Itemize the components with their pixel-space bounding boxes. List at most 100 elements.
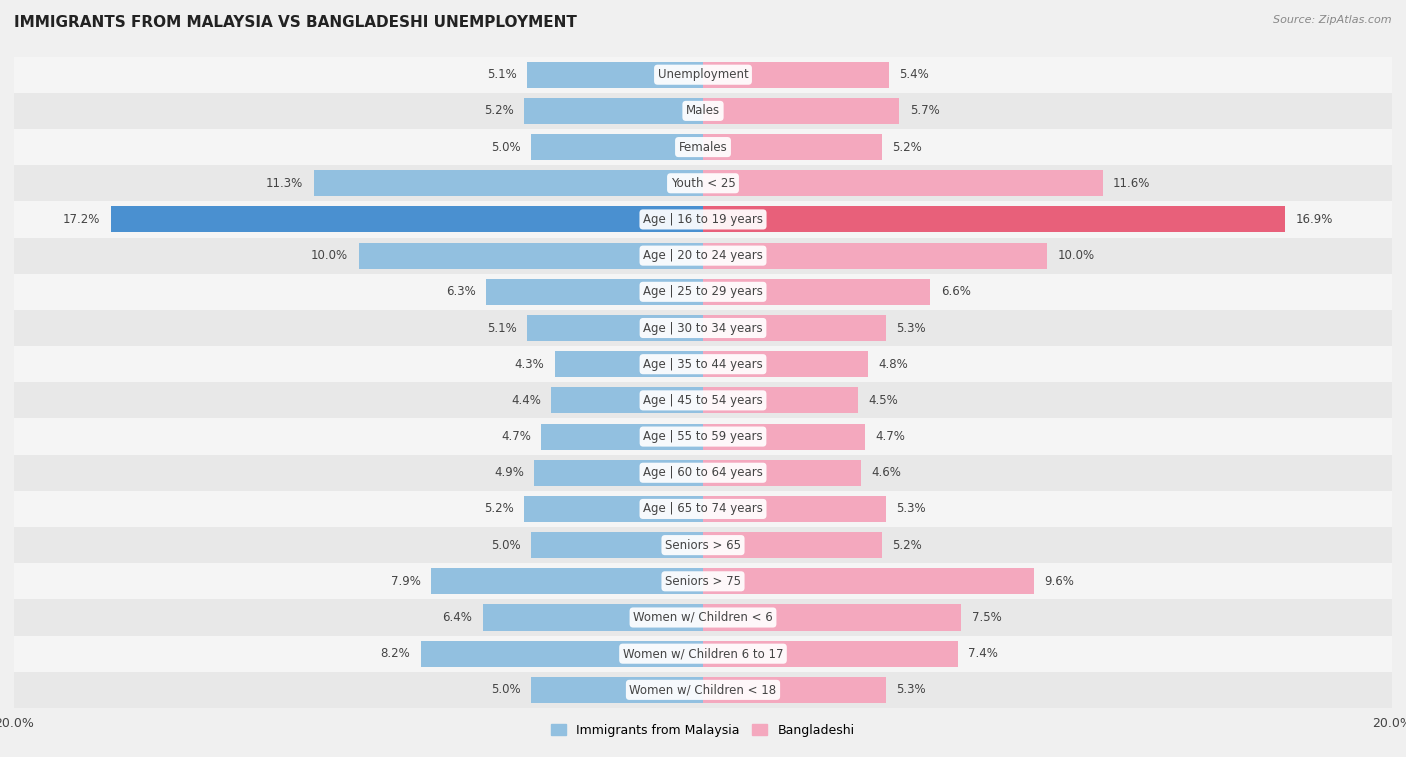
Bar [703,315,886,341]
Text: 5.2%: 5.2% [484,503,513,516]
Text: 4.8%: 4.8% [879,358,908,371]
Text: Age | 25 to 29 years: Age | 25 to 29 years [643,285,763,298]
Text: 5.0%: 5.0% [491,141,520,154]
Text: Females: Females [679,141,727,154]
Text: 4.3%: 4.3% [515,358,544,371]
Text: Age | 35 to 44 years: Age | 35 to 44 years [643,358,763,371]
Bar [555,351,703,377]
Text: 7.5%: 7.5% [972,611,1001,624]
Bar [703,496,886,522]
Bar [703,388,858,413]
Text: Unemployment: Unemployment [658,68,748,81]
Text: Age | 16 to 19 years: Age | 16 to 19 years [643,213,763,226]
Text: 4.7%: 4.7% [501,430,531,443]
Bar [703,98,900,124]
Bar [524,496,703,522]
Bar [531,134,703,160]
Text: 5.3%: 5.3% [896,684,925,696]
Text: 16.9%: 16.9% [1295,213,1333,226]
Text: Women w/ Children < 18: Women w/ Children < 18 [630,684,776,696]
Text: 10.0%: 10.0% [311,249,349,262]
Bar [14,636,1392,671]
Text: 9.6%: 9.6% [1045,575,1074,587]
Text: 4.9%: 4.9% [494,466,524,479]
Bar [703,170,1102,196]
Text: 6.6%: 6.6% [941,285,970,298]
Text: 11.3%: 11.3% [266,177,304,190]
Bar [14,165,1392,201]
Bar [703,569,1033,594]
Bar [703,351,869,377]
Bar [314,170,703,196]
Text: 4.4%: 4.4% [512,394,541,407]
Bar [111,207,703,232]
Bar [527,61,703,88]
Text: Source: ZipAtlas.com: Source: ZipAtlas.com [1274,15,1392,25]
Bar [541,423,703,450]
Text: 5.1%: 5.1% [488,322,517,335]
Bar [14,382,1392,419]
Text: 5.3%: 5.3% [896,503,925,516]
Text: 11.6%: 11.6% [1114,177,1150,190]
Bar [703,677,886,703]
Text: 10.0%: 10.0% [1057,249,1095,262]
Bar [531,677,703,703]
Bar [703,279,931,305]
Bar [14,419,1392,455]
Text: 5.2%: 5.2% [893,141,922,154]
Bar [14,346,1392,382]
Bar [14,527,1392,563]
Text: 5.7%: 5.7% [910,104,939,117]
Bar [430,569,703,594]
Bar [703,640,957,667]
Bar [703,532,882,558]
Text: 4.6%: 4.6% [872,466,901,479]
Bar [14,238,1392,274]
Text: 5.2%: 5.2% [893,539,922,552]
Bar [14,491,1392,527]
Bar [14,310,1392,346]
Text: Seniors > 75: Seniors > 75 [665,575,741,587]
Text: 4.5%: 4.5% [869,394,898,407]
Bar [14,129,1392,165]
Bar [531,532,703,558]
Legend: Immigrants from Malaysia, Bangladeshi: Immigrants from Malaysia, Bangladeshi [547,718,859,742]
Text: 6.4%: 6.4% [443,611,472,624]
Text: Women w/ Children 6 to 17: Women w/ Children 6 to 17 [623,647,783,660]
Bar [534,459,703,486]
Text: 8.2%: 8.2% [381,647,411,660]
Text: Youth < 25: Youth < 25 [671,177,735,190]
Text: 7.4%: 7.4% [969,647,998,660]
Bar [14,600,1392,636]
Text: IMMIGRANTS FROM MALAYSIA VS BANGLADESHI UNEMPLOYMENT: IMMIGRANTS FROM MALAYSIA VS BANGLADESHI … [14,15,576,30]
Text: 5.0%: 5.0% [491,539,520,552]
Bar [703,423,865,450]
Text: 5.3%: 5.3% [896,322,925,335]
Bar [14,57,1392,93]
Bar [14,274,1392,310]
Text: 5.1%: 5.1% [488,68,517,81]
Bar [14,671,1392,708]
Bar [703,242,1047,269]
Bar [703,134,882,160]
Text: Age | 55 to 59 years: Age | 55 to 59 years [643,430,763,443]
Bar [703,605,962,631]
Bar [14,93,1392,129]
Text: 5.0%: 5.0% [491,684,520,696]
Text: Males: Males [686,104,720,117]
Text: Age | 45 to 54 years: Age | 45 to 54 years [643,394,763,407]
Bar [703,61,889,88]
Bar [486,279,703,305]
Bar [482,605,703,631]
Text: 17.2%: 17.2% [63,213,100,226]
Text: 7.9%: 7.9% [391,575,420,587]
Bar [703,459,862,486]
Bar [14,455,1392,491]
Text: 4.7%: 4.7% [875,430,905,443]
Text: 5.2%: 5.2% [484,104,513,117]
Bar [703,207,1285,232]
Bar [359,242,703,269]
Text: Seniors > 65: Seniors > 65 [665,539,741,552]
Text: Age | 65 to 74 years: Age | 65 to 74 years [643,503,763,516]
Text: Age | 30 to 34 years: Age | 30 to 34 years [643,322,763,335]
